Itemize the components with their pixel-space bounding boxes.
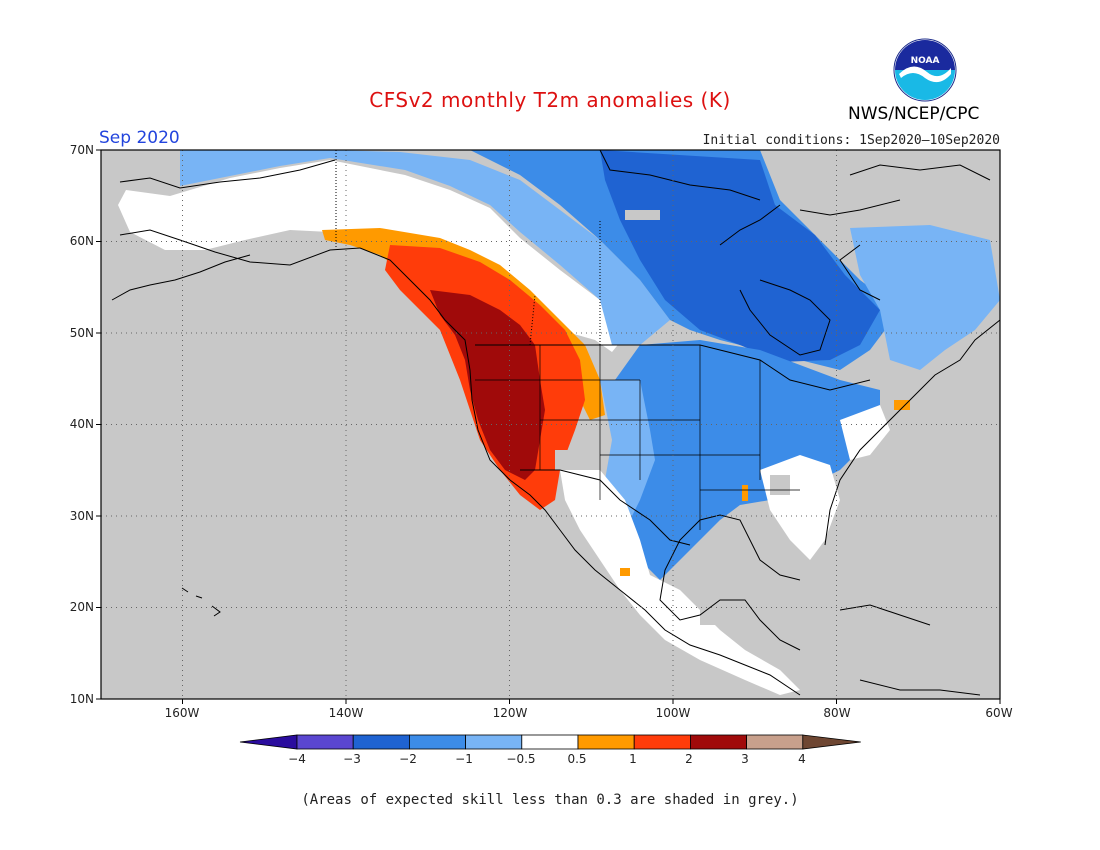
chart-title: CFSv2 monthly T2m anomalies (K) (369, 88, 731, 112)
colorbar-swatch (577, 734, 635, 750)
colorbar-label: 2 (685, 752, 693, 766)
colorbar-label: −3 (343, 752, 361, 766)
anomaly-area-dark-blue-quebec (600, 150, 880, 362)
anomaly-area-dark-red (430, 290, 545, 480)
lat-label: 10N (69, 692, 94, 706)
anomaly-area-light-blue-north (180, 150, 670, 345)
coastline-arctic (599, 149, 991, 301)
low-skill-patch (555, 450, 600, 470)
border-us-canada (475, 344, 871, 391)
lat-label: 20N (69, 600, 94, 614)
coastline-alaska (119, 159, 361, 266)
agency-label: NWS/NCEP/CPC (848, 104, 980, 124)
anomaly-area-neutral (118, 160, 630, 352)
lon-label: 120W (492, 706, 528, 720)
lat-label: 30N (69, 509, 94, 523)
lon-label: 60W (985, 706, 1013, 720)
coastline-aleutians (111, 254, 251, 301)
coastline-west (359, 247, 801, 696)
colorbar-arrow-high (802, 734, 861, 750)
lon-label: 100W (655, 706, 691, 720)
border-us-mexico (520, 469, 691, 546)
coastline-hudson (719, 204, 831, 356)
initial-conditions-label: Initial conditions: 1Sep2020—10Sep2020 (702, 133, 1000, 148)
colorbar-label: 4 (798, 752, 806, 766)
border-canada-provinces (335, 150, 601, 346)
lon-label: 140W (328, 706, 364, 720)
lat-label: 50N (69, 326, 94, 340)
colorbar-swatch (633, 734, 691, 750)
colorbar-arrow-low (239, 734, 298, 750)
anomaly-area-light-blue-east (850, 225, 1000, 370)
lon-label: 160W (164, 706, 200, 720)
coastline-caribbean (839, 604, 981, 696)
colorbar-swatch (465, 734, 523, 750)
colorbar-label: −1 (455, 752, 473, 766)
anomaly-cell-orange-newengland (894, 400, 910, 410)
anomaly-cell-orange-texas (742, 485, 748, 501)
lat-label: 70N (69, 143, 94, 157)
border-us-states (475, 345, 800, 530)
anomaly-cell-orange-mexico (620, 568, 630, 576)
colorbar-label: 1 (629, 752, 637, 766)
colorbar-label: −4 (288, 752, 306, 766)
low-skill-patch (770, 475, 790, 495)
anomaly-area-neutral-northeast (840, 405, 890, 460)
lat-label: 60N (69, 234, 94, 248)
colorbar-swatch (352, 734, 410, 750)
noaa-logo: NOAA (893, 38, 957, 102)
anomaly-area-blue-us (615, 340, 880, 580)
colorbar-label: −0.5 (506, 752, 536, 766)
skill-footnote: (Areas of expected skill less than 0.3 a… (301, 792, 799, 808)
lon-label: 80W (823, 706, 851, 720)
colorbar-swatch (408, 734, 466, 750)
logo-text: NOAA (911, 56, 940, 66)
anomaly-area-neutral-mexico (560, 470, 800, 695)
colorbar (239, 734, 861, 750)
coastline-hawaii (181, 587, 221, 617)
colorbar-swatch (690, 734, 748, 750)
anomaly-fields (118, 150, 1000, 695)
coastline-gulf (659, 514, 801, 651)
colorbar-swatch (296, 734, 354, 750)
colorbar-label: 3 (741, 752, 749, 766)
low-skill-patch (625, 210, 660, 220)
lat-label: 40N (69, 417, 94, 431)
map-frame (100, 149, 1001, 700)
colorbar-label: −2 (399, 752, 417, 766)
axis-ticks (96, 149, 1001, 704)
colorbar-swatch (746, 734, 804, 750)
colorbar-swatch (521, 734, 579, 750)
colorbar-label: 0.5 (567, 752, 587, 766)
forecast-month-label: Sep 2020 (99, 128, 180, 148)
